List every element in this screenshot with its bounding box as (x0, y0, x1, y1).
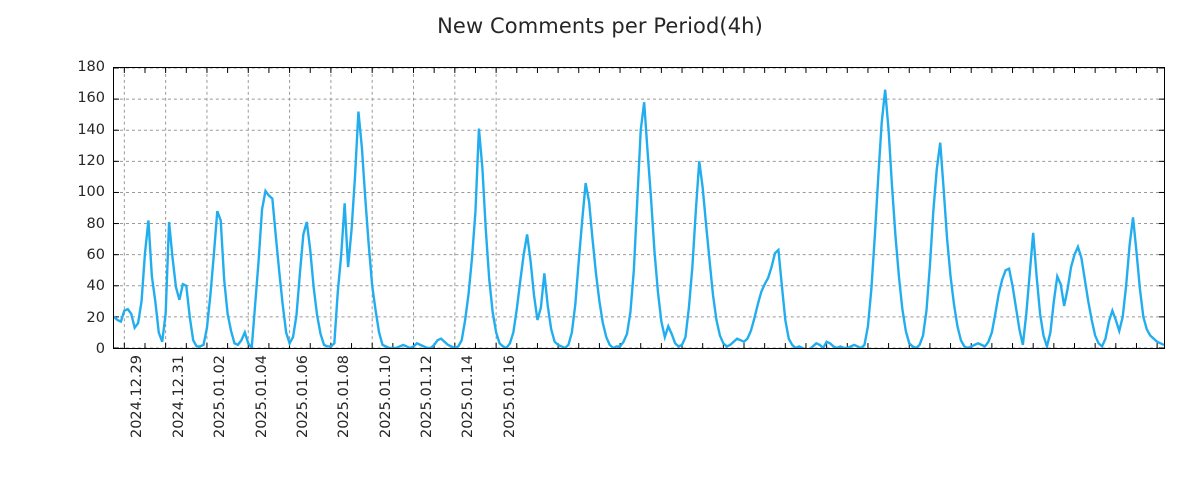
y-axis-tick-labels: 0 20 40 60 80 100 120 140 160 180 (0, 59, 105, 357)
axis-tick-marks (114, 68, 1164, 348)
x-tick-label: 2025.01.10 (377, 355, 394, 439)
plot-svg (114, 68, 1164, 348)
plot-area (113, 67, 1165, 349)
y-tick-label: 0 (95, 341, 105, 357)
x-tick-label: 2025.01.02 (212, 355, 229, 439)
grid-lines (114, 68, 1164, 348)
x-tick-label: 2024.12.31 (170, 355, 187, 439)
y-tick-label: 120 (77, 153, 105, 169)
y-tick-label: 80 (86, 215, 105, 232)
y-tick-label: 60 (86, 247, 105, 263)
y-tick-label: 160 (77, 90, 105, 107)
x-tick-label: 2025.01.04 (253, 355, 270, 439)
y-tick-label: 40 (86, 278, 105, 295)
x-axis-tick-labels: 2024.12.29 2024.12.31 2025.01.02 2025.01.04… (113, 355, 1165, 495)
y-tick-label: 180 (77, 59, 105, 75)
x-tick-label: 2024.12.29 (129, 355, 146, 439)
y-tick-label: 140 (77, 121, 105, 138)
y-tick-label: 100 (77, 184, 105, 201)
data-series-line (114, 89, 1164, 348)
x-tick-label: 2025.01.08 (336, 355, 353, 439)
x-tick-label: 2025.01.16 (501, 355, 518, 439)
x-tick-label: 2025.01.06 (294, 355, 311, 439)
x-tick-label: 2025.01.14 (460, 355, 477, 439)
x-tick-label: 2025.01.12 (419, 355, 436, 439)
chart-title: New Comments per Period(4h) (437, 14, 763, 38)
y-tick-label: 20 (86, 309, 105, 326)
